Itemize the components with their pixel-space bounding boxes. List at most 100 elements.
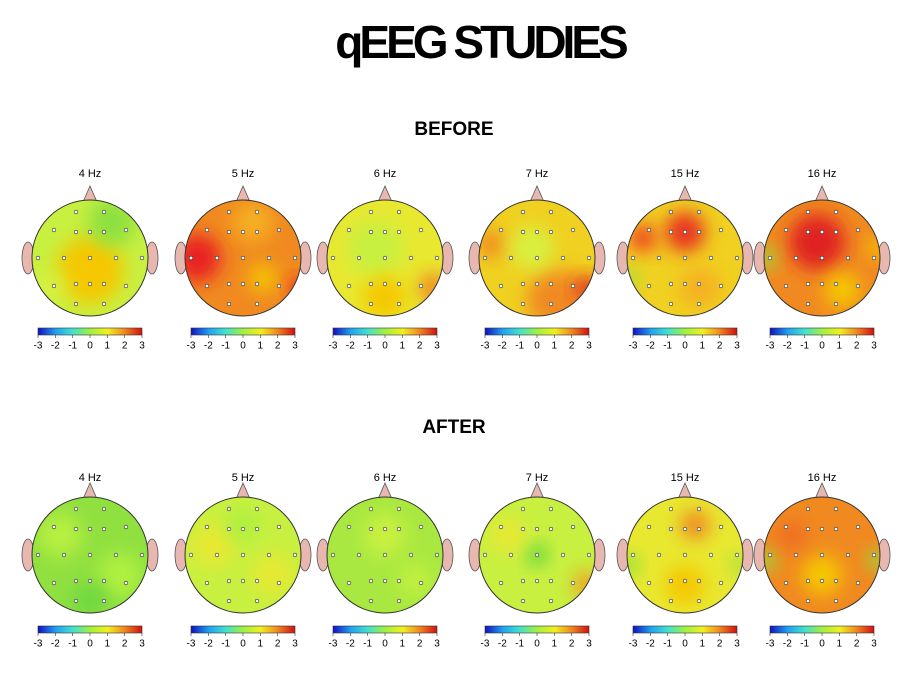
electrode	[254, 301, 260, 307]
electrode	[498, 524, 504, 530]
electrode	[630, 552, 636, 558]
electrode	[855, 283, 861, 289]
electrode	[188, 552, 194, 558]
topomap	[753, 482, 891, 614]
electrode	[396, 281, 402, 287]
activity-blob	[802, 555, 842, 595]
colorbar-tick-label: 2	[717, 639, 723, 650]
colorbar-tick-label: 2	[417, 341, 423, 352]
head-outline	[763, 496, 881, 614]
electrode	[101, 301, 107, 307]
electrode	[682, 578, 688, 584]
colorbar-tick-label: -2	[346, 639, 355, 650]
electrode	[534, 281, 540, 287]
map-label: 16 Hz	[808, 472, 837, 484]
electrode	[708, 552, 714, 558]
colorbar	[632, 625, 738, 634]
electrode	[396, 229, 402, 235]
colorbar-tick-label: 0	[240, 639, 246, 650]
map-label: 6 Hz	[374, 472, 397, 484]
colorbar	[769, 327, 875, 336]
colorbar-tick-label: -1	[221, 341, 230, 352]
electrode	[646, 580, 652, 586]
electrode	[368, 598, 374, 604]
map-label: 15 Hz	[671, 168, 700, 180]
colorbar-tick-label: 2	[122, 341, 128, 352]
topomap	[616, 482, 754, 614]
electrode	[520, 578, 526, 584]
electrode	[520, 281, 526, 287]
electrode	[548, 578, 554, 584]
electrode	[51, 283, 57, 289]
electrode	[696, 281, 702, 287]
activity-blob	[88, 200, 136, 246]
topomap	[468, 185, 606, 317]
electrode	[73, 598, 79, 604]
electrode	[696, 209, 702, 215]
electrode	[534, 255, 540, 261]
page-title: qEEG STUDIES	[335, 16, 627, 68]
colorbar-tick-label: 2	[569, 341, 575, 352]
electrode	[548, 526, 554, 532]
colorbar-tick-label: -1	[363, 341, 372, 352]
electrode	[783, 283, 789, 289]
colorbar-tick-label: 1	[552, 341, 558, 352]
electrode	[570, 524, 576, 530]
electrode	[226, 578, 232, 584]
colorbar-tick-label: -2	[646, 341, 655, 352]
electrode	[101, 578, 107, 584]
activity-blob	[249, 264, 277, 292]
electrode	[534, 578, 540, 584]
activity-blob	[363, 513, 407, 557]
topomap	[316, 185, 454, 317]
colorbar-tick-label: 0	[819, 639, 825, 650]
head-outline	[184, 496, 302, 614]
electrode	[51, 580, 57, 586]
activity-blob	[191, 523, 235, 567]
activity-blob	[789, 214, 845, 270]
electrode	[204, 227, 210, 233]
electrode	[408, 255, 414, 261]
colorbar-tick-label: -2	[51, 639, 60, 650]
colorbar-tick-label: 0	[382, 341, 388, 352]
electrode	[346, 227, 352, 233]
colorbar-tick-label: 0	[382, 639, 388, 650]
electrode	[805, 301, 811, 307]
electrode	[871, 552, 877, 558]
electrode	[254, 578, 260, 584]
electrode	[254, 506, 260, 512]
electrode	[51, 524, 57, 530]
electrode	[240, 255, 246, 261]
electrode	[254, 598, 260, 604]
colorbar-tick-label: -2	[646, 639, 655, 650]
activity-blob	[418, 273, 443, 303]
colorbar-tick-label: 0	[87, 639, 93, 650]
electrode	[548, 209, 554, 215]
electrode	[783, 524, 789, 530]
electrode	[586, 255, 592, 261]
colorbar	[190, 327, 296, 336]
colorbar-tick-label: -2	[346, 341, 355, 352]
electrode	[214, 552, 220, 558]
electrode	[805, 578, 811, 584]
topomap	[21, 482, 159, 614]
electrode	[204, 580, 210, 586]
electrode	[696, 598, 702, 604]
electrode	[73, 209, 79, 215]
electrode	[87, 281, 93, 287]
electrode	[548, 301, 554, 307]
colorbar-tick-label: 0	[87, 341, 93, 352]
map-label: 5 Hz	[232, 168, 255, 180]
electrode	[508, 255, 514, 261]
activity-blob	[347, 220, 403, 276]
head-outline	[626, 496, 744, 614]
electrode	[783, 227, 789, 233]
colorbar-tick-label: -1	[663, 341, 672, 352]
colorbar-tick-label: 3	[734, 639, 740, 650]
electrode	[520, 209, 526, 215]
electrode	[819, 578, 825, 584]
electrode	[805, 209, 811, 215]
topomap	[753, 185, 891, 317]
head-outline	[326, 496, 444, 614]
colorbar-tick-label: 2	[417, 639, 423, 650]
